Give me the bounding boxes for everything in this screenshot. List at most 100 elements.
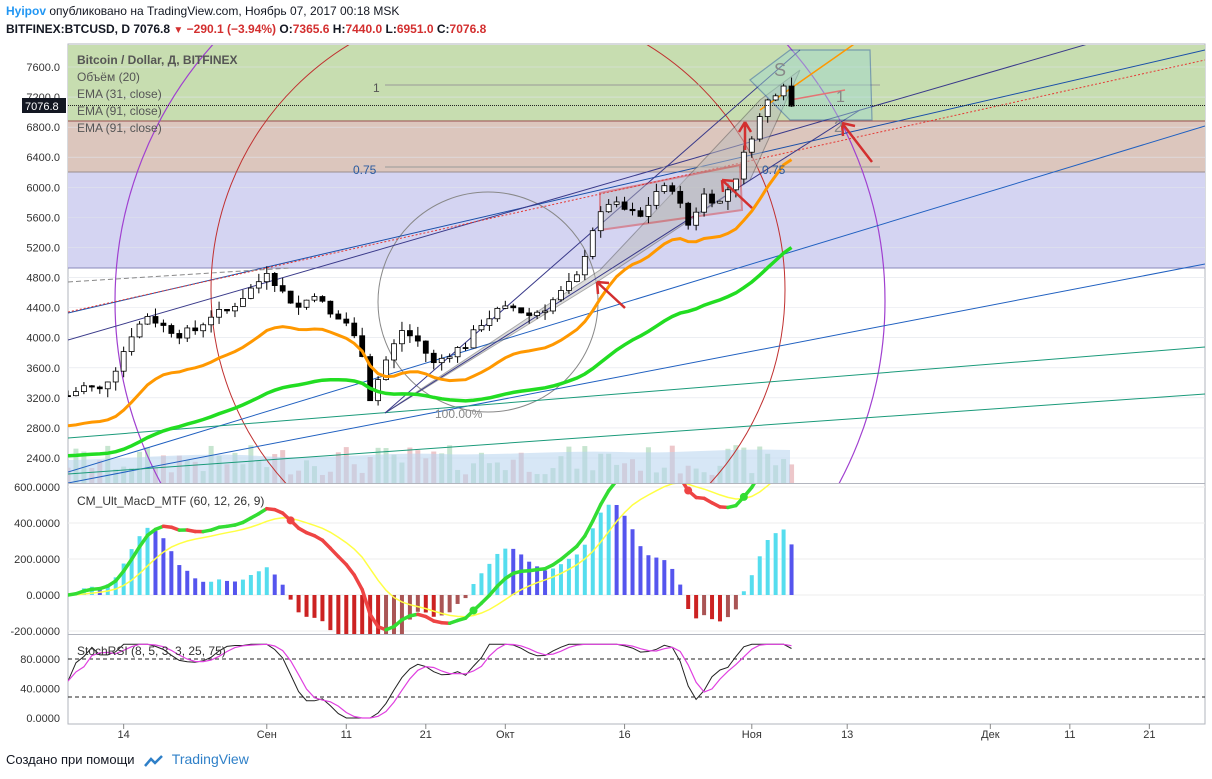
time-tick-label: 11 (341, 729, 352, 741)
candle-body (772, 95, 779, 101)
candle-body (96, 386, 103, 390)
macd-cross-dot (469, 606, 478, 615)
macd-hist-bar (765, 540, 770, 595)
macd-hist-bar (113, 577, 118, 595)
candle-body (279, 285, 286, 292)
macd-segment (479, 593, 492, 605)
candle-body (343, 318, 350, 324)
candle-body (240, 298, 246, 307)
macd-segment (137, 533, 150, 549)
publish-line: Hyipov опубликовано на TradingView.com, … (6, 2, 1206, 20)
macd-tick-label: 0.0000 (26, 590, 60, 602)
price-axis[interactable]: 7600.07200.06800.06400.06000.05600.05200… (26, 62, 60, 465)
candle-body (661, 185, 668, 192)
price-tick-label: 2800.0 (26, 423, 60, 435)
candle-body (311, 296, 318, 301)
candle-body (88, 385, 95, 388)
macd-hist-bar (606, 504, 611, 595)
candle-body (740, 151, 747, 180)
stoch-pane[interactable] (68, 643, 1205, 719)
candle-body (120, 351, 127, 372)
macd-hist-bar (193, 578, 198, 595)
ema-fast-line (68, 158, 793, 428)
pitchfork-s-label: S (774, 60, 786, 80)
trendline (68, 125, 1205, 473)
low-value: 6951.0 (396, 22, 434, 36)
macd-hist-bar (694, 595, 699, 619)
candle-body (748, 138, 755, 153)
volume-ma-area (68, 449, 790, 483)
zone-green (68, 45, 1205, 121)
candle-body (518, 307, 525, 314)
price-tick-label: 4000.0 (26, 333, 60, 345)
candle-body (693, 211, 700, 226)
candle-body (144, 316, 151, 325)
candle-body (430, 352, 437, 364)
candle-body (406, 330, 413, 337)
candle-body (637, 210, 644, 217)
candle-body (438, 357, 445, 364)
macd-hist-bar (781, 529, 786, 595)
macd-hist-bar (201, 581, 206, 595)
candle-body (152, 316, 159, 324)
candle-body (295, 302, 302, 308)
macd-hist-bar (566, 558, 571, 595)
macd-tick-label: 200.0000 (14, 554, 60, 566)
candle-body (470, 329, 477, 349)
macd-cross-dot (286, 516, 295, 525)
footer-brand-link[interactable]: TradingView (171, 751, 249, 767)
price-tick-label: 6400.0 (26, 152, 60, 164)
macd-hist-bar (749, 575, 754, 595)
macd-hist-bar (678, 584, 683, 595)
legend-ema2: EMA (91, close) (77, 104, 162, 118)
footer: Создано при помощи TradingView (6, 748, 406, 770)
candle-body (287, 290, 294, 304)
legend-ema3: EMA (91, close) (77, 121, 162, 135)
candle-body (494, 307, 501, 320)
arrow-icon (840, 121, 873, 163)
circle-percent-label: 100.00% (435, 407, 483, 421)
price-pane[interactable]: 1 0.75 0.75 100.00% S 1 2 (66, 40, 1206, 686)
time-axis[interactable]: 14 Сен 11 21 Окт 16 Ноя 13 Дек 11 21 (118, 724, 1156, 741)
macd-hist-bar (423, 595, 428, 613)
candle-body (232, 306, 238, 312)
chart-canvas[interactable]: 1 0.75 0.75 100.00% S 1 2 Bitcoin / Doll… (0, 40, 1212, 746)
macd-segment (750, 484, 756, 490)
footer-created-text: Создано при помощи (6, 752, 135, 767)
author-link[interactable]: Hyipov (6, 4, 47, 18)
price-tick-label: 7600.0 (26, 62, 60, 74)
time-tick-label: Сен (257, 729, 277, 741)
candle-body (160, 322, 167, 326)
macd-hist-bar (336, 595, 341, 634)
macd-hist-bar (256, 571, 261, 595)
pitchfork-leg (789, 89, 846, 101)
price-tick-label: 2400.0 (26, 453, 60, 465)
macd-hist-bar (177, 565, 182, 595)
macd-line (68, 484, 756, 632)
macd-hist-bar (558, 564, 563, 595)
macd-hist-bar (638, 546, 643, 595)
ohlc-line: BITFINEX:BTCUSD, D 7076.8 ▼ −290.1 (−3.9… (6, 20, 1206, 38)
macd-segment (360, 587, 372, 617)
time-tick-label: 11 (1064, 729, 1075, 741)
candle-body (216, 309, 222, 318)
macd-hist-bar (431, 595, 436, 617)
macd-pane[interactable] (68, 441, 1205, 697)
candle-body (176, 333, 183, 339)
candle-body (247, 287, 254, 299)
macd-segment (368, 612, 380, 629)
macd-hist-bar (710, 595, 715, 620)
ema-slow-line (68, 246, 793, 458)
macd-hist-bar (137, 536, 142, 595)
macd-hist-bar (384, 595, 389, 634)
candle-body (327, 300, 334, 315)
time-tick-label: 14 (118, 729, 130, 741)
macd-segment (352, 573, 364, 592)
candle-body (589, 230, 596, 257)
macd-tick-label: 600.0000 (14, 482, 60, 494)
candle-body (645, 204, 652, 217)
volume-bar (789, 464, 795, 483)
macd-hist-bar (240, 579, 245, 595)
macd-hist-bar (773, 533, 778, 595)
macd-hist-bar (447, 595, 452, 613)
